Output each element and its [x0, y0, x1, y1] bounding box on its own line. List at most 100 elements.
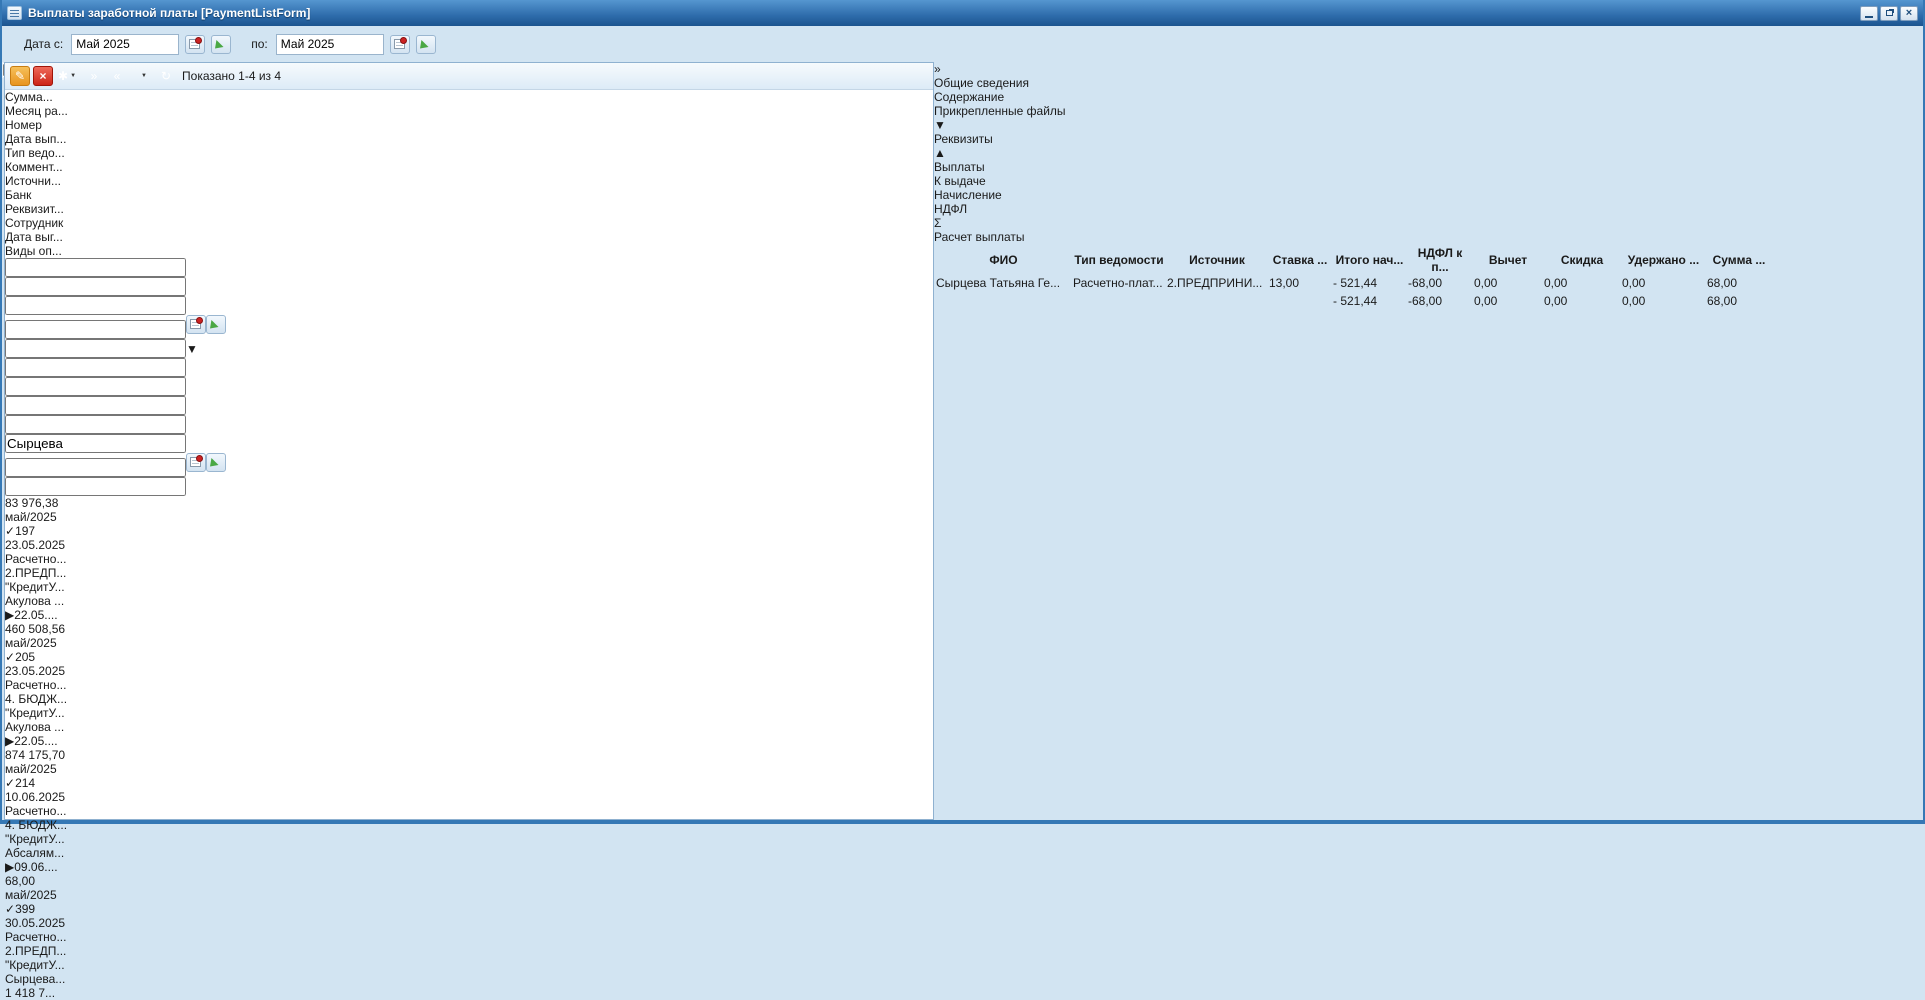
grid-footer-total: 1 418 7... [5, 986, 56, 1000]
column-header-bank[interactable]: Банк [5, 188, 32, 202]
tab-content[interactable]: Содержание [934, 90, 1005, 104]
calendar-go-icon[interactable] [415, 34, 436, 54]
filter-issuedate-input[interactable] [5, 458, 186, 477]
cell-month: май/2025 [5, 510, 57, 524]
column-header-ndfl[interactable]: НДФЛ к п... [1417, 246, 1463, 274]
delete-button[interactable]: × [33, 66, 53, 86]
filter-requisites-input[interactable] [5, 415, 186, 434]
calendar-icon[interactable] [185, 34, 206, 54]
cell-paydate: 10.06.2025 [5, 790, 66, 804]
filter-optypes-input[interactable] [5, 477, 186, 496]
filter-month-input[interactable] [5, 277, 186, 296]
tab-accrual[interactable]: Начисление [934, 188, 1002, 202]
column-header-requisites[interactable]: Реквизит... [5, 202, 64, 216]
payments-tab-strip: К выдаче Начисление НДФЛ [934, 174, 1775, 216]
total-ndfl: -68,00 [1408, 294, 1443, 308]
table-row[interactable]: 460 508,56 май/2025 ✓205 23.05.2025 Расч… [5, 622, 933, 748]
date-from-input[interactable] [71, 33, 180, 55]
cell-number: ✓214 [5, 776, 36, 790]
column-header-rate[interactable]: Ставка ... [1272, 253, 1328, 267]
tab-ndfl[interactable]: НДФЛ [934, 202, 968, 216]
detail-tab-strip: Общие сведения Содержание Прикрепленные … [934, 76, 1775, 118]
restore-button[interactable] [1880, 5, 1898, 21]
tab-attachments[interactable]: Прикрепленные файлы [934, 104, 1066, 118]
refresh-button[interactable]: ↻ [156, 66, 176, 86]
filter-number-input[interactable] [5, 296, 186, 315]
calendar-icon[interactable] [389, 34, 410, 54]
sigma-icon[interactable]: Σ [934, 216, 942, 230]
delete-icon: × [39, 69, 47, 83]
cell-type: Расчетно... [5, 678, 67, 692]
column-header-sum[interactable]: Сумма ... [1712, 253, 1766, 267]
cell-number: ✓399 [5, 902, 36, 916]
print-button[interactable]: ▼ [133, 66, 153, 86]
column-header-total-accrued[interactable]: Итого нач... [1335, 253, 1404, 267]
cell-total-accrued: - 521,44 [1333, 276, 1378, 290]
actions-menu-button[interactable]: ✱ ▼ [56, 66, 78, 86]
calc-table-wrap: ФИО Тип ведомости Источник Ставка ... Ит… [934, 244, 1775, 292]
combo-arrow-icon[interactable]: ▼ [186, 342, 198, 356]
tab-to-issue[interactable]: К выдаче [934, 174, 986, 188]
date-to-input[interactable] [275, 33, 384, 55]
filter-bank-input[interactable] [5, 396, 186, 415]
double-chevron-down-icon: » [90, 69, 98, 83]
detail-content: ▼ Реквизиты ▲ Выплаты К выдаче Начислени… [934, 118, 1775, 310]
collapse-section-icon[interactable]: ▲ [934, 146, 946, 160]
column-header-month[interactable]: Месяц ра... [5, 104, 68, 118]
collapse-panel-icon[interactable]: » [934, 62, 941, 76]
column-header-employee[interactable]: Сотрудник [5, 216, 64, 230]
paid-icon: ▶ [5, 608, 15, 622]
table-row[interactable]: 83 976,38 май/2025 ✓197 23.05.2025 Расче… [5, 496, 933, 622]
post-button[interactable]: » [84, 66, 104, 86]
cell-employee: Акулова ... [5, 594, 65, 608]
minimize-button[interactable] [1860, 5, 1878, 21]
filter-employee-input[interactable] [5, 434, 186, 453]
payment-calc-panel: Σ Расчет выплаты ФИО Тип [934, 216, 1775, 310]
filter-type-input[interactable] [5, 339, 186, 358]
edit-button[interactable]: ✎ [10, 66, 30, 86]
column-header-sheet-type[interactable]: Тип ведомости [1074, 253, 1164, 267]
calc-data-row[interactable]: Сырцева Татьяна Ге... Расчетно-плат... 2… [936, 276, 1773, 290]
pending-icon: ✓ [5, 902, 16, 916]
column-header-source[interactable]: Источни... [5, 174, 61, 188]
cell-ndfl: -68,00 [1408, 276, 1443, 290]
column-header-source[interactable]: Источник [1189, 253, 1245, 267]
column-header-paydate[interactable]: Дата вып... [5, 132, 67, 146]
column-header-number[interactable]: Номер [5, 118, 42, 132]
filter-comment-input[interactable] [5, 358, 186, 377]
column-header-withheld[interactable]: Удержано ... [1627, 253, 1700, 267]
paid-icon: ▶ [5, 860, 15, 874]
expand-section-icon[interactable]: ▼ [934, 118, 946, 132]
total-accrued: - 521,44 [1333, 294, 1378, 308]
filter-paydate-input[interactable] [5, 320, 186, 339]
section-requisites: ▼ Реквизиты [934, 118, 1775, 146]
calendar-go-icon[interactable] [206, 315, 226, 334]
cell-deduction: 0,00 [1474, 276, 1498, 290]
column-header-issuedate[interactable]: Дата выг... [5, 230, 63, 244]
column-header-optypes[interactable]: Виды оп... [5, 244, 62, 258]
cell-withheld: 0,00 [1622, 276, 1646, 290]
close-button[interactable]: × [1900, 5, 1918, 21]
column-header-comment[interactable]: Коммент... [5, 160, 63, 174]
form-icon [7, 6, 22, 20]
filter-source-input[interactable] [5, 377, 186, 396]
tab-general[interactable]: Общие сведения [934, 76, 1029, 90]
calendar-icon[interactable] [186, 453, 206, 472]
cell-employee: Абсалям... [5, 846, 65, 860]
detail-panel-header: » [934, 62, 1775, 76]
column-header-sum[interactable]: Сумма... [5, 90, 53, 104]
table-row-selected[interactable]: 68,00 май/2025 ✓399 30.05.2025 Расчетно.… [5, 874, 933, 986]
column-header-fio[interactable]: ФИО [989, 253, 1018, 267]
calendar-go-icon[interactable] [211, 34, 232, 54]
calendar-go-icon[interactable] [206, 453, 226, 472]
calc-toolbar-label: Расчет выплаты [934, 230, 1025, 244]
total-withheld: 0,00 [1622, 294, 1646, 308]
column-header-type[interactable]: Тип ведо... [5, 146, 65, 160]
calendar-icon[interactable] [186, 315, 206, 334]
filter-sum-input[interactable] [5, 258, 186, 277]
approved-icon: ✓ [5, 524, 16, 538]
cell-bank: "КредитУ... [5, 706, 65, 720]
table-row[interactable]: 874 175,70 май/2025 ✓214 10.06.2025 Расч… [5, 748, 933, 874]
column-header-discount[interactable]: Скидка [1560, 253, 1604, 267]
column-header-deduction[interactable]: Вычет [1488, 253, 1528, 267]
